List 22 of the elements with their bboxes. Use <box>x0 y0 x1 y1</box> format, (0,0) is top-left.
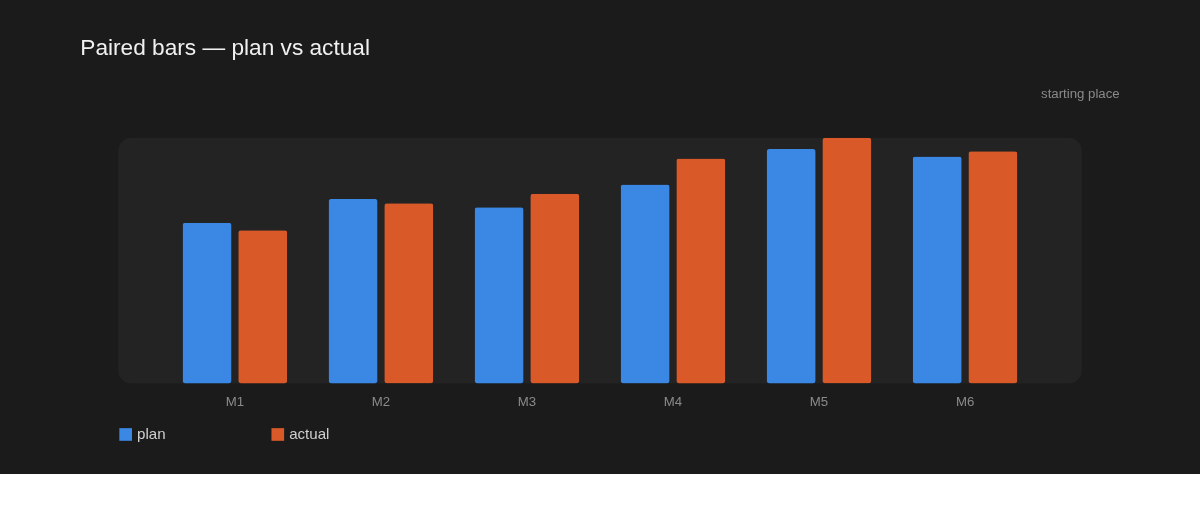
x-tick-label: M5 <box>809 393 829 409</box>
bar <box>912 156 962 384</box>
legend-label: actual <box>289 425 330 443</box>
x-tick-label: M2 <box>371 393 391 409</box>
x-tick-label: M4 <box>663 393 683 409</box>
bar <box>474 207 524 384</box>
bar <box>676 158 726 384</box>
x-tick-label: M1 <box>225 393 245 409</box>
x-tick-label: M6 <box>955 393 975 409</box>
bar <box>620 184 670 384</box>
bar <box>182 222 232 384</box>
x-tick-label: M3 <box>517 393 537 409</box>
bar <box>530 193 580 384</box>
bar <box>968 151 1018 384</box>
text: starting place <box>1041 86 1120 102</box>
chart-title: Paired bars — plan vs actual <box>80 33 370 60</box>
bar <box>238 230 288 384</box>
bar <box>766 149 816 384</box>
bar <box>822 137 872 384</box>
bar <box>328 198 378 384</box>
bar <box>384 203 434 384</box>
legend-label: plan <box>137 425 166 443</box>
